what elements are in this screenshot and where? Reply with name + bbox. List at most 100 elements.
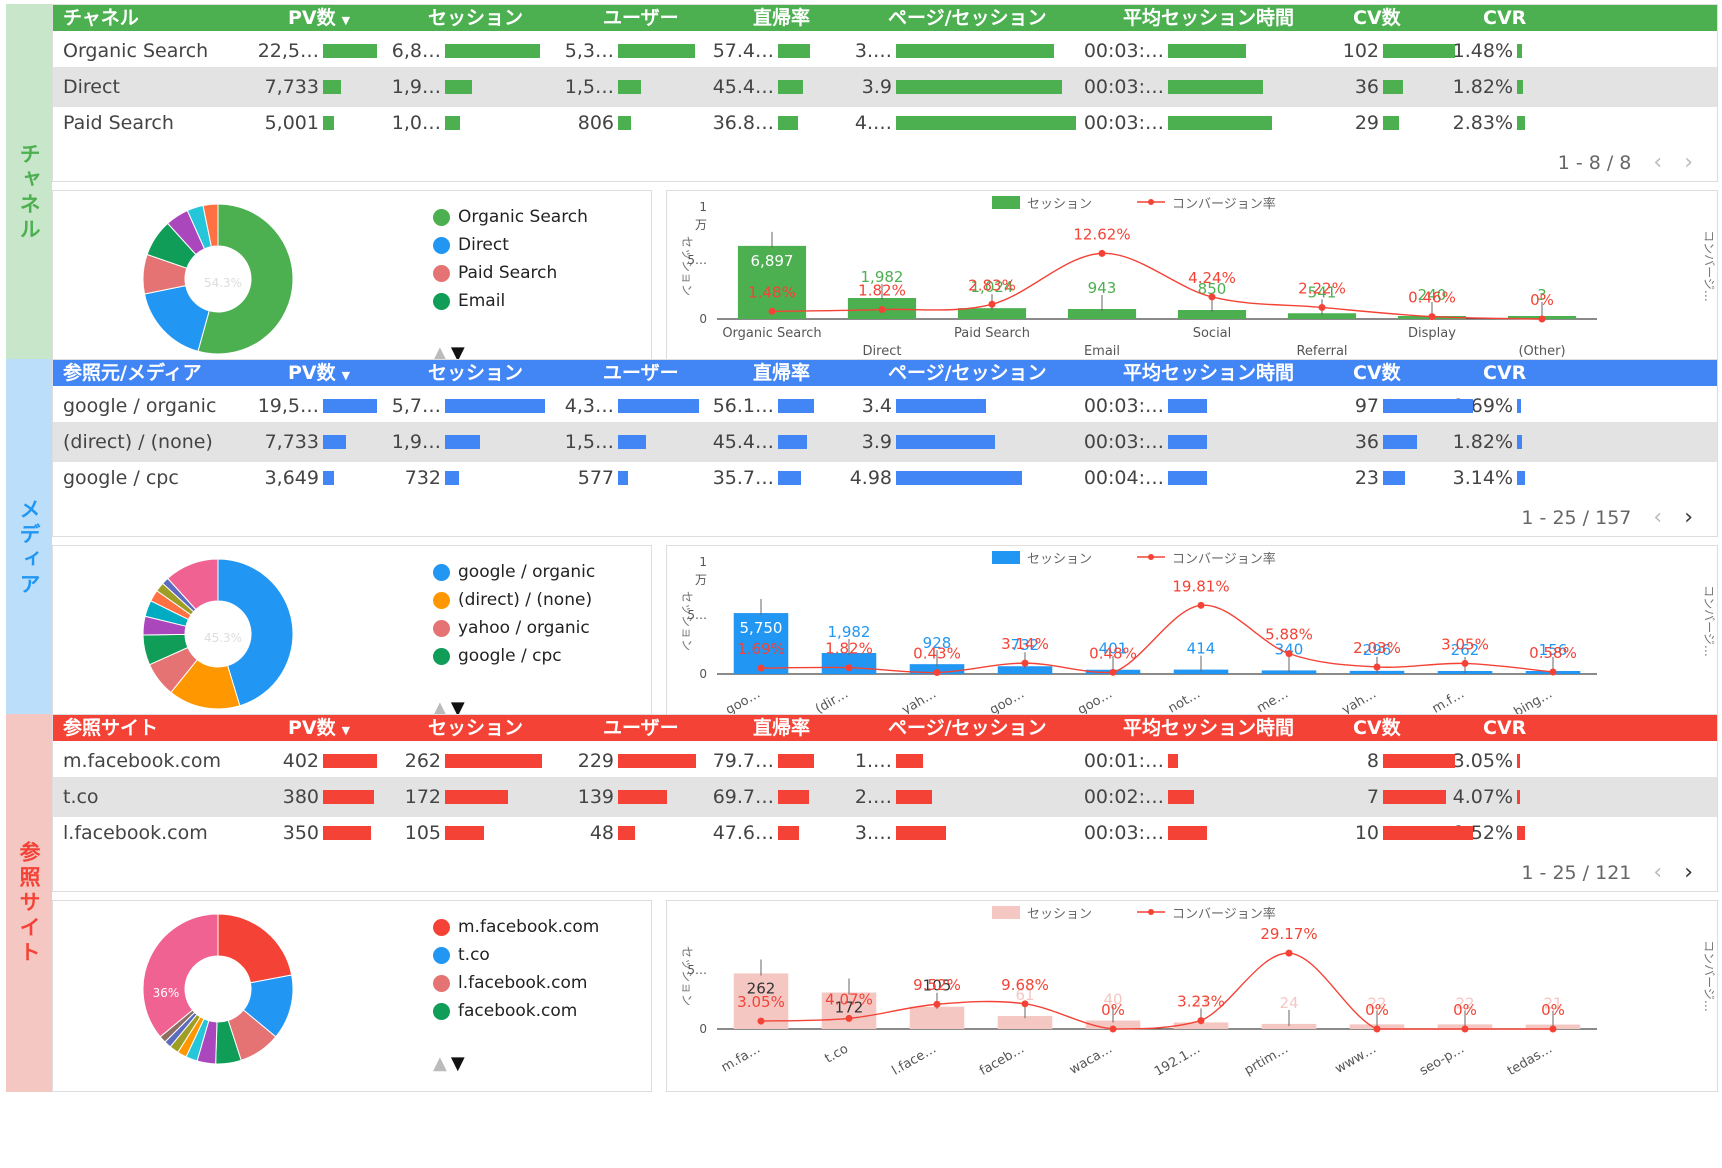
bar-1[interactable] [821, 992, 877, 1029]
chevron-right-icon[interactable]: › [1684, 150, 1693, 175]
column-header-4[interactable]: 直帰率 [753, 360, 810, 386]
column-header-0[interactable]: チャネル [63, 5, 139, 31]
sort-desc-icon[interactable]: ▼ [341, 724, 351, 737]
table-row[interactable]: Organic Search 22,5… 6,8… 5,3… 57.4… 3.… 00:03… [53, 31, 1717, 71]
column-header-7[interactable]: CV数 [1353, 360, 1401, 386]
column-header-2[interactable]: セッション [428, 715, 523, 741]
bar-0[interactable] [733, 613, 789, 674]
cvr-point-3[interactable] [1098, 249, 1106, 257]
table-row[interactable]: (direct) / (none) 7,733 1,9… 1,5… 45.4… 3.9 00… [53, 422, 1717, 462]
column-header-6[interactable]: 平均セッション時間 [1123, 360, 1294, 386]
chevron-right-icon[interactable]: › [1684, 860, 1693, 885]
cvr-point-0[interactable] [757, 1017, 765, 1025]
column-header-7[interactable]: CV数 [1353, 715, 1401, 741]
legend-item[interactable]: t.co [433, 941, 599, 969]
column-header-5[interactable]: ページ/セッション [888, 5, 1047, 31]
cvr-point-8[interactable] [1461, 659, 1469, 667]
cvr-point-6[interactable] [1285, 650, 1293, 658]
bar-0[interactable] [737, 245, 807, 319]
triangle-up-icon[interactable]: ▲ [433, 343, 447, 364]
cvr-point-9[interactable] [1549, 1025, 1557, 1033]
legend-item[interactable]: Direct [433, 231, 588, 259]
column-header-3[interactable]: ユーザー [603, 5, 679, 31]
column-header-5[interactable]: ページ/セッション [888, 360, 1047, 386]
bar-4[interactable] [1177, 309, 1247, 319]
triangle-up-icon[interactable]: ▲ [433, 698, 447, 719]
pie-slice-10[interactable] [142, 913, 219, 1038]
cvr-point-2[interactable] [988, 300, 996, 308]
bar-4[interactable] [1085, 1020, 1141, 1029]
bar-3[interactable] [997, 666, 1053, 674]
table-row[interactable]: m.facebook.com 402 262 229 79.7… 1.… 00:01:… 8 3… [53, 741, 1717, 781]
cvr-point-6[interactable] [1285, 949, 1293, 957]
column-header-8[interactable]: CVR [1483, 360, 1526, 386]
cvr-point-1[interactable] [845, 664, 853, 672]
cvr-point-2[interactable] [933, 1000, 941, 1008]
triangle-down-icon[interactable]: ▼ [450, 698, 465, 719]
table-row[interactable]: Direct 7,733 1,9… 1,5… 45.4… 3.9 00:03:… 36 1.82… [53, 67, 1717, 107]
cvr-point-3[interactable] [1021, 659, 1029, 667]
bar-2[interactable] [909, 1006, 965, 1029]
cvr-point-0[interactable] [757, 664, 765, 672]
cvr-point-9[interactable] [1549, 668, 1557, 676]
pie-slice-6[interactable] [202, 203, 219, 248]
pie-slice-0[interactable] [217, 558, 294, 707]
chevron-left-icon[interactable]: ‹ [1653, 505, 1663, 530]
column-header-4[interactable]: 直帰率 [753, 5, 810, 31]
table-row[interactable]: google / organic 19,5… 5,7… 4,3… 56.1… 3.4 00:… [53, 386, 1717, 426]
cvr-point-2[interactable] [933, 669, 941, 677]
cvr-point-4[interactable] [1208, 293, 1216, 301]
column-header-3[interactable]: ユーザー [603, 360, 679, 386]
triangle-up-icon[interactable]: ▲ [433, 1053, 447, 1074]
cvr-point-1[interactable] [878, 306, 886, 314]
column-header-2[interactable]: セッション [428, 5, 523, 31]
triangle-down-icon[interactable]: ▼ [450, 1053, 465, 1074]
column-header-8[interactable]: CVR [1483, 715, 1526, 741]
pie-slice-0[interactable] [197, 203, 294, 355]
cvr-point-5[interactable] [1197, 1017, 1205, 1025]
triangle-down-icon[interactable]: ▼ [450, 343, 465, 364]
cvr-point-4[interactable] [1109, 668, 1117, 676]
column-header-0[interactable]: 参照元/メディア [63, 360, 202, 386]
column-header-0[interactable]: 参照サイト [63, 715, 158, 741]
legend-item[interactable]: Paid Search [433, 259, 588, 287]
chevron-left-icon[interactable]: ‹ [1653, 150, 1663, 175]
cvr-point-8[interactable] [1461, 1025, 1469, 1033]
column-header-1[interactable]: PV数 ▼ [288, 360, 350, 386]
legend-item[interactable]: Organic Search [433, 203, 588, 231]
column-header-5[interactable]: ページ/セッション [888, 715, 1047, 741]
cvr-point-5[interactable] [1197, 601, 1205, 609]
cvr-point-7[interactable] [1373, 1025, 1381, 1033]
bar-3[interactable] [1067, 309, 1137, 319]
sort-desc-icon[interactable]: ▼ [341, 369, 351, 382]
column-header-6[interactable]: 平均セッション時間 [1123, 5, 1294, 31]
column-header-2[interactable]: セッション [428, 360, 523, 386]
column-header-1[interactable]: PV数 ▼ [288, 5, 350, 31]
cvr-point-6[interactable] [1428, 313, 1436, 321]
legend-item[interactable]: m.facebook.com [433, 913, 599, 941]
bar-6[interactable] [1261, 1023, 1317, 1029]
cvr-point-3[interactable] [1021, 1000, 1029, 1008]
column-header-7[interactable]: CV数 [1353, 5, 1401, 31]
chevron-left-icon[interactable]: ‹ [1653, 860, 1663, 885]
cvr-point-1[interactable] [845, 1014, 853, 1022]
cvr-point-7[interactable] [1373, 663, 1381, 671]
chevron-right-icon[interactable]: › [1684, 505, 1693, 530]
bar-5[interactable] [1173, 669, 1229, 674]
column-header-4[interactable]: 直帰率 [753, 715, 810, 741]
column-header-8[interactable]: CVR [1483, 5, 1526, 31]
cvr-point-4[interactable] [1109, 1025, 1117, 1033]
bar-5[interactable] [1173, 1022, 1229, 1029]
pie-slice-1[interactable] [143, 285, 210, 352]
sort-desc-icon[interactable]: ▼ [341, 14, 351, 27]
bar-5[interactable] [1287, 313, 1357, 319]
pie-slice-9[interactable] [166, 558, 219, 611]
pie-slice-0[interactable] [217, 913, 293, 984]
bar-2[interactable] [957, 308, 1027, 319]
cvr-point-5[interactable] [1318, 303, 1326, 311]
table-row[interactable]: google / cpc 3,649 732 577 35.7… 4.98 00:04:… 2… [53, 458, 1717, 498]
table-row[interactable]: Paid Search 5,001 1,0… 806 36.8… 4.… 00:03:… 29… [53, 103, 1717, 143]
bar-3[interactable] [997, 1016, 1053, 1029]
legend-item[interactable]: google / cpc [433, 642, 595, 670]
column-header-6[interactable]: 平均セッション時間 [1123, 715, 1294, 741]
